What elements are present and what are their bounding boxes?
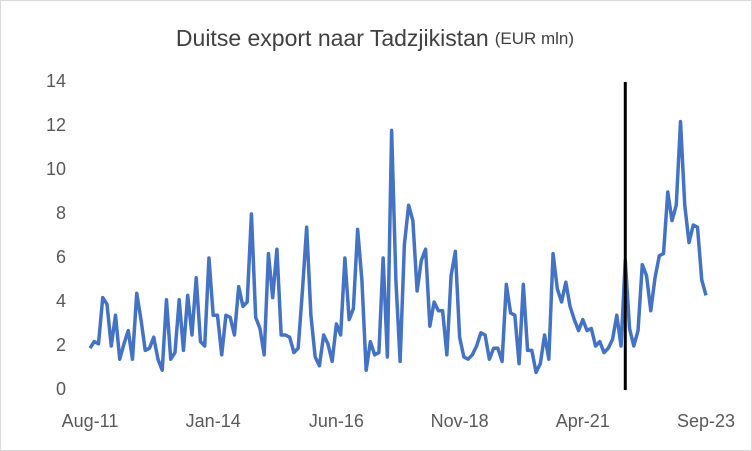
x-tick-label: Sep-23 — [677, 411, 735, 431]
y-tick-label: 2 — [56, 335, 66, 355]
title-text: Duitse export naar Tadzjikistan — [176, 25, 489, 51]
y-tick-label: 0 — [56, 379, 66, 399]
y-tick-label: 4 — [56, 291, 66, 311]
subtitle-text: (EUR mln) — [495, 29, 574, 48]
x-tick-label: Aug-11 — [62, 411, 119, 431]
y-tick-label: 12 — [46, 115, 66, 135]
x-tick-label: Jun-16 — [309, 411, 364, 431]
y-tick-label: 10 — [46, 159, 66, 179]
x-tick-label: Jan-14 — [186, 411, 241, 431]
x-tick-label: Apr-21 — [556, 411, 610, 431]
y-tick-label: 8 — [56, 203, 66, 223]
y-tick-label: 14 — [46, 71, 66, 91]
chart-title: Duitse export naar Tadzjikistan (EUR mln) — [176, 25, 574, 51]
x-tick-label: Nov-18 — [431, 411, 489, 431]
data-line — [88, 119, 708, 375]
y-tick-label: 6 — [56, 247, 66, 267]
